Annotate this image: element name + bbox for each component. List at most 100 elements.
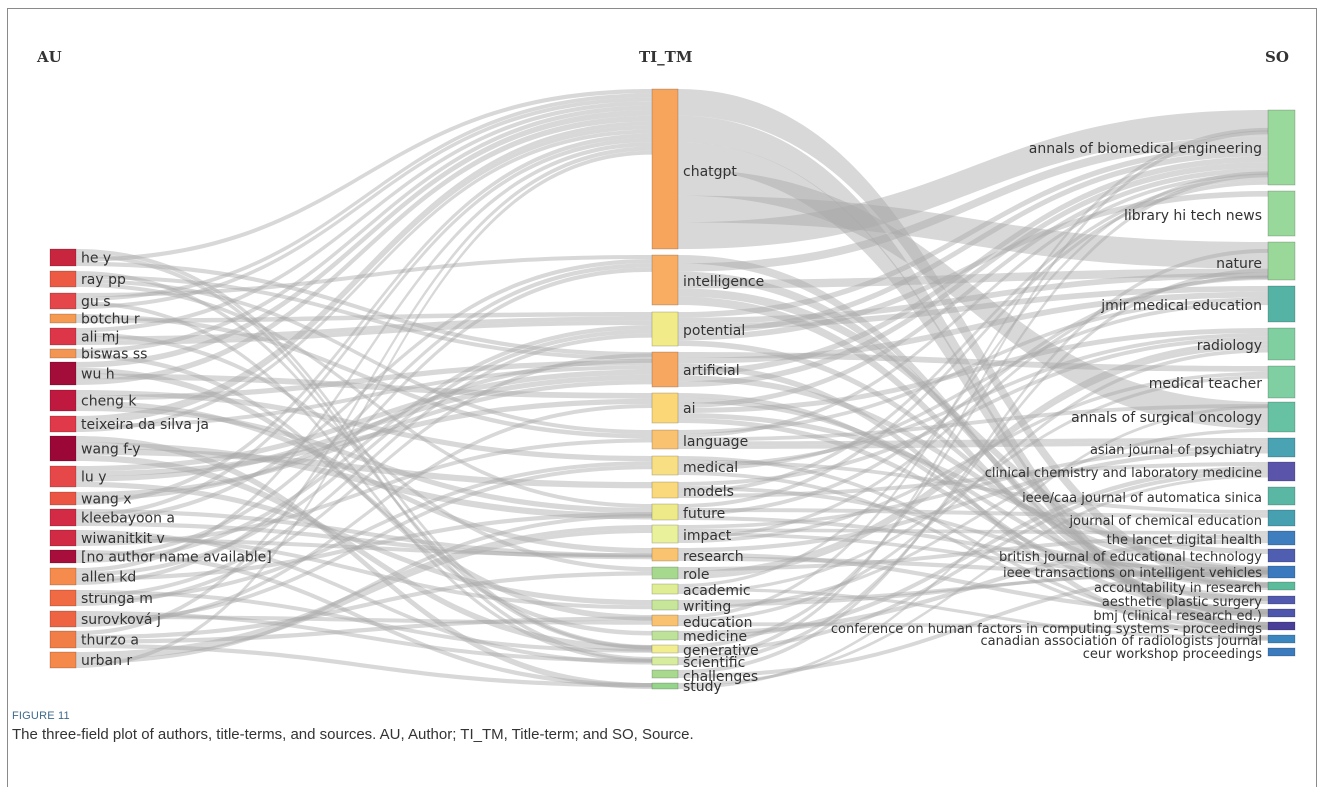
- flow-link: [678, 428, 1268, 610]
- term-label: writing: [683, 599, 731, 615]
- author-label: wang x: [81, 492, 132, 508]
- flow-link: [76, 137, 652, 518]
- source-node[interactable]: [1267, 285, 1296, 323]
- author-node[interactable]: [49, 348, 77, 359]
- term-node[interactable]: [651, 682, 679, 690]
- term-node[interactable]: [651, 630, 679, 641]
- source-node[interactable]: [1267, 509, 1296, 527]
- source-node[interactable]: [1267, 608, 1296, 618]
- flow-link: [678, 297, 1268, 434]
- flow-link: [76, 360, 652, 401]
- flow-link: [678, 248, 1268, 674]
- term-node[interactable]: [651, 455, 679, 476]
- author-node[interactable]: [49, 508, 77, 527]
- term-node[interactable]: [651, 656, 679, 666]
- source-node[interactable]: [1267, 190, 1296, 237]
- author-node[interactable]: [49, 465, 77, 488]
- source-node[interactable]: [1267, 634, 1296, 644]
- flow-link: [76, 261, 652, 357]
- author-label: strunga m: [81, 591, 153, 607]
- source-node[interactable]: [1267, 530, 1296, 546]
- source-node[interactable]: [1267, 241, 1296, 281]
- flow-link: [678, 130, 1268, 662]
- source-label: british journal of educational technolog…: [999, 550, 1262, 565]
- author-node[interactable]: [49, 415, 77, 433]
- author-label: lu y: [81, 470, 107, 486]
- author-node[interactable]: [49, 610, 77, 628]
- term-node[interactable]: [651, 311, 679, 347]
- author-node[interactable]: [49, 389, 77, 412]
- flow-link: [76, 611, 652, 663]
- term-node[interactable]: [651, 614, 679, 627]
- flow-link: [678, 516, 1268, 572]
- term-node[interactable]: [651, 481, 679, 499]
- author-node[interactable]: [49, 327, 77, 346]
- author-node[interactable]: [49, 549, 77, 564]
- source-node[interactable]: [1267, 647, 1296, 657]
- flow-link: [678, 449, 1268, 553]
- source-node[interactable]: [1267, 486, 1296, 506]
- author-node[interactable]: [49, 589, 77, 607]
- author-label: wang f-y: [81, 442, 141, 458]
- author-node[interactable]: [49, 313, 77, 324]
- source-node[interactable]: [1267, 621, 1296, 631]
- source-node[interactable]: [1267, 548, 1296, 563]
- source-node[interactable]: [1267, 401, 1296, 433]
- term-label: study: [683, 679, 722, 695]
- author-node[interactable]: [49, 651, 77, 669]
- source-node[interactable]: [1267, 581, 1296, 591]
- author-label: gu s: [81, 294, 111, 310]
- flow-link: [76, 325, 652, 563]
- source-label: ieee/caa journal of automatica sinica: [1022, 491, 1262, 506]
- author-label: ray pp: [81, 272, 126, 288]
- flow-link: [76, 373, 652, 399]
- term-node[interactable]: [651, 88, 679, 250]
- flow-link: [76, 263, 652, 559]
- term-node[interactable]: [651, 583, 679, 595]
- term-node[interactable]: [651, 392, 679, 424]
- source-node[interactable]: [1267, 109, 1296, 186]
- flow-link: [76, 329, 652, 577]
- source-node[interactable]: [1267, 461, 1296, 482]
- author-node[interactable]: [49, 270, 77, 288]
- source-node[interactable]: [1267, 365, 1296, 399]
- source-node[interactable]: [1267, 565, 1296, 579]
- term-node[interactable]: [651, 644, 679, 654]
- source-node[interactable]: [1267, 327, 1296, 361]
- author-node[interactable]: [49, 529, 77, 547]
- term-label: chatgpt: [683, 164, 737, 180]
- term-node[interactable]: [651, 599, 679, 611]
- term-node[interactable]: [651, 547, 679, 562]
- term-node[interactable]: [651, 254, 679, 306]
- author-node[interactable]: [49, 361, 77, 386]
- term-node[interactable]: [651, 566, 679, 580]
- term-node[interactable]: [651, 351, 679, 388]
- flow-link: [678, 438, 1268, 446]
- term-node[interactable]: [651, 503, 679, 521]
- source-node[interactable]: [1267, 595, 1296, 605]
- term-node[interactable]: [651, 524, 679, 544]
- author-node[interactable]: [49, 491, 77, 506]
- term-node[interactable]: [651, 429, 679, 450]
- flow-link: [678, 296, 1268, 617]
- source-node[interactable]: [1267, 437, 1296, 458]
- flow-link: [76, 534, 652, 610]
- flow-link: [678, 344, 1268, 579]
- flow-link: [678, 173, 1268, 649]
- flow-link: [678, 333, 1268, 468]
- author-node[interactable]: [49, 630, 77, 649]
- flow-link: [678, 371, 1268, 543]
- flow-link: [76, 333, 652, 598]
- flow-link: [678, 556, 1268, 578]
- author-node[interactable]: [49, 567, 77, 586]
- term-node[interactable]: [651, 669, 679, 679]
- author-node[interactable]: [49, 435, 77, 462]
- figure-number: FIGURE 11: [12, 710, 70, 722]
- author-node[interactable]: [49, 248, 77, 267]
- flow-link: [76, 129, 652, 432]
- flow-link: [678, 405, 1268, 689]
- flow-link: [678, 115, 1268, 630]
- flow-link: [76, 374, 652, 482]
- author-node[interactable]: [49, 292, 77, 310]
